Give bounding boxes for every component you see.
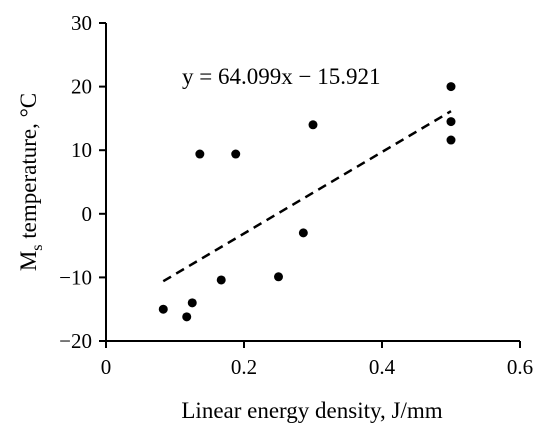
y-axis-title-rest: temperature, °C xyxy=(16,93,41,245)
y-tick-label: 20 xyxy=(71,75,92,99)
axes xyxy=(105,23,520,342)
data-point xyxy=(274,272,283,282)
data-points xyxy=(158,82,456,322)
y-axis-ticks: −20 −10 0 10 20 30 xyxy=(59,11,106,353)
data-point xyxy=(446,117,456,127)
x-tick-label: 0.2 xyxy=(231,355,257,379)
x-tick-label: 0.4 xyxy=(369,355,396,379)
y-axis-title-main: M xyxy=(16,251,41,271)
data-point xyxy=(308,120,318,130)
y-axis-title: Ms temperature, °C xyxy=(16,93,46,271)
y-tick-label: 30 xyxy=(71,11,92,35)
y-tick-label: −20 xyxy=(59,329,92,353)
trendline xyxy=(162,110,452,283)
trendline-equation: y = 64.099x − 15.921 xyxy=(182,64,380,89)
y-tick-label: 0 xyxy=(82,202,93,226)
x-tick-label: 0.6 xyxy=(507,355,533,379)
data-point xyxy=(182,312,192,322)
trendline-group xyxy=(162,110,452,283)
data-point xyxy=(298,228,308,238)
data-point xyxy=(158,304,168,314)
data-point xyxy=(231,149,241,159)
data-point xyxy=(195,149,205,159)
y-tick-label: −10 xyxy=(59,265,92,289)
y-tick-label: 10 xyxy=(71,138,92,162)
data-point xyxy=(187,298,197,308)
data-point xyxy=(446,82,456,92)
data-point xyxy=(216,275,226,285)
data-point xyxy=(446,135,456,145)
y-axis-title-subscript: s xyxy=(29,244,46,250)
x-axis-title: Linear energy density, J/mm xyxy=(181,398,442,423)
x-axis-ticks: 0 0.2 0.4 0.6 xyxy=(101,341,533,379)
x-tick-label: 0 xyxy=(101,355,112,379)
